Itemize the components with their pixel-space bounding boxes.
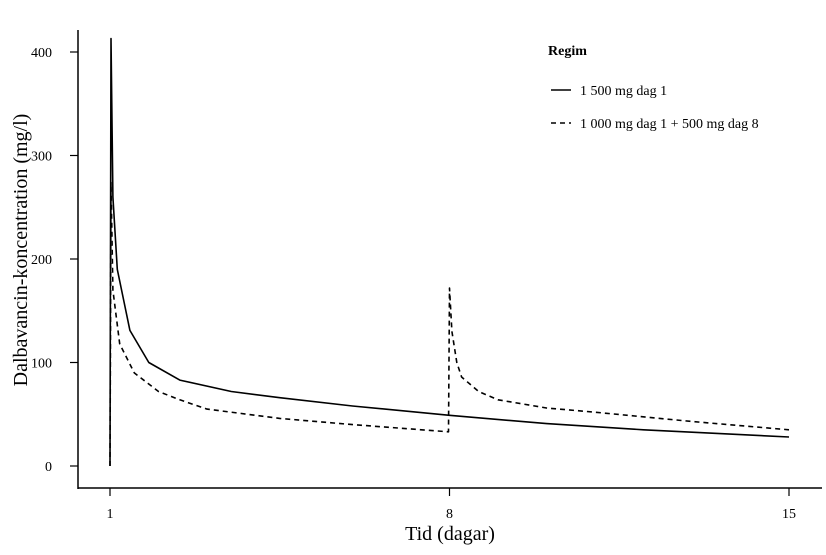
y-tick-label: 400	[31, 46, 52, 61]
legend-label-1: 1 500 mg dag 1	[580, 84, 667, 99]
y-tick-label: 300	[31, 150, 52, 165]
legend-title: Regim	[548, 44, 587, 59]
x-tick-label: 15	[782, 507, 796, 522]
y-axis-label: Dalbavancin-koncentration (mg/l)	[10, 114, 32, 387]
series-line-1	[109, 37, 790, 467]
x-axis-label: Tid (dagar)	[405, 523, 495, 545]
legend-label-2: 1 000 mg dag 1 + 500 mg dag 8	[580, 117, 759, 132]
y-tick-label: 200	[31, 253, 52, 268]
x-tick-label: 8	[446, 507, 453, 522]
y-tick-label: 0	[45, 460, 52, 475]
legend: Regim 1 500 mg dag 1 1 000 mg dag 1 + 50…	[548, 44, 759, 132]
x-tick-label: 1	[107, 507, 114, 522]
y-tick-label: 100	[31, 357, 52, 372]
series-line-2	[109, 181, 790, 467]
